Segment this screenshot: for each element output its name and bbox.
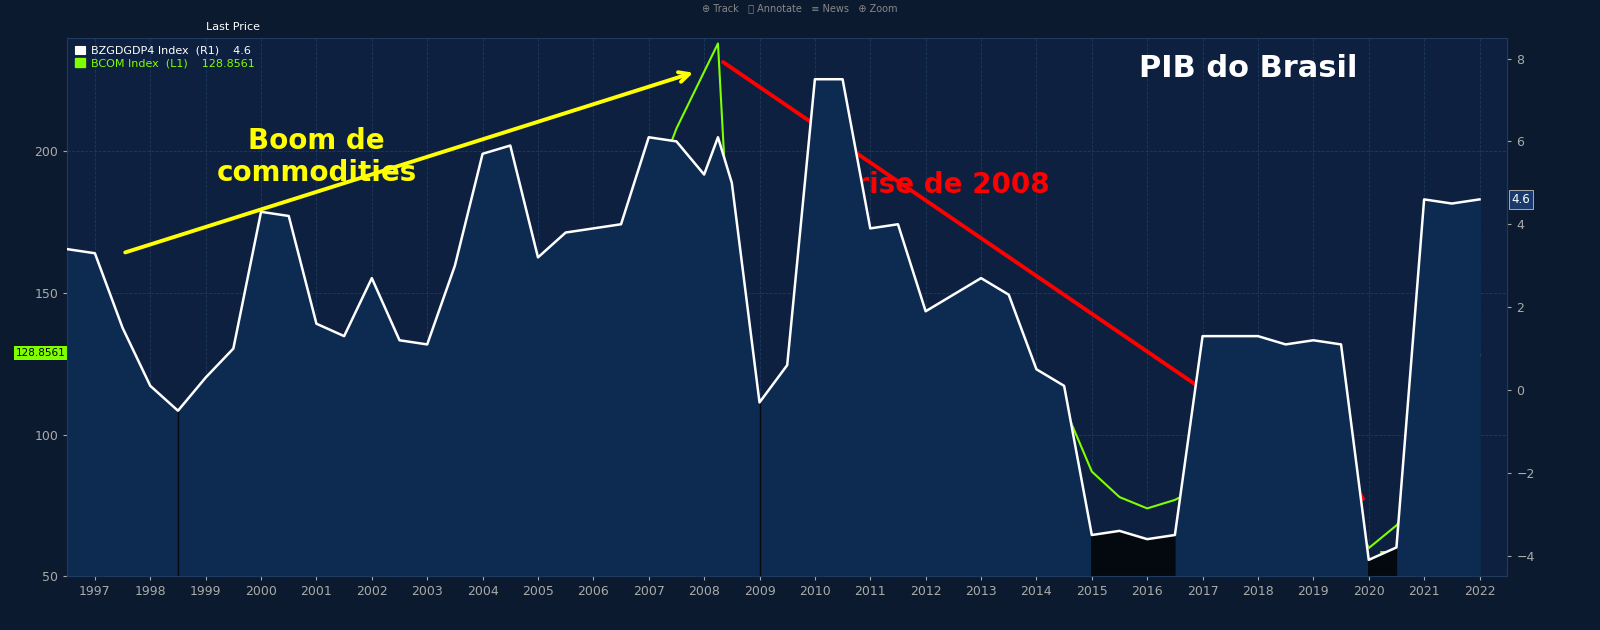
Text: Crise de 2008: Crise de 2008 — [835, 171, 1050, 199]
Text: 128.8561: 128.8561 — [16, 348, 66, 358]
Text: Boom de
commodities: Boom de commodities — [216, 127, 416, 187]
Text: Last Price: Last Price — [206, 23, 259, 32]
Text: ⊕ Track   ⯊ Annotate   ≡ News   ⊕ Zoom: ⊕ Track ⯊ Annotate ≡ News ⊕ Zoom — [702, 3, 898, 13]
Text: Índice das Commodities: Índice das Commodities — [1082, 551, 1456, 579]
Legend: BZGDGDP4 Index  (R1)    4.6, BCOM Index  (L1)    128.8561: BZGDGDP4 Index (R1) 4.6, BCOM Index (L1)… — [72, 43, 256, 71]
Text: PIB do Brasil: PIB do Brasil — [1139, 54, 1357, 83]
Text: 4.6: 4.6 — [1512, 193, 1530, 206]
